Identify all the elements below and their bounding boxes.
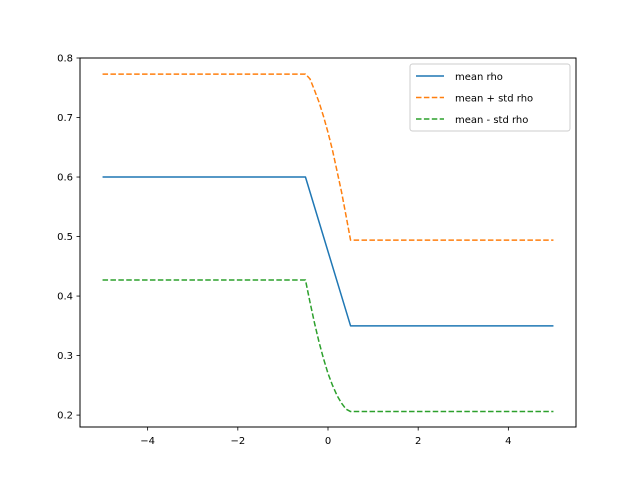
x-tick-label: 0 bbox=[325, 436, 331, 447]
y-tick-label: 0.5 bbox=[57, 232, 73, 243]
legend-label-1: mean rho bbox=[455, 72, 503, 83]
x-tick-label: 4 bbox=[505, 436, 511, 447]
x-tick-label: −4 bbox=[140, 436, 155, 447]
x-tick-label: −2 bbox=[230, 436, 245, 447]
y-tick-label: 0.2 bbox=[57, 411, 73, 422]
legend-label-2: mean + std rho bbox=[455, 94, 533, 105]
legend: mean rho mean + std rho mean - std rho bbox=[409, 63, 571, 132]
series-line-1 bbox=[102, 176, 554, 327]
y-tick-label: 0.6 bbox=[57, 173, 73, 184]
series-line-3 bbox=[102, 279, 554, 413]
plot-lines bbox=[102, 73, 554, 413]
legend-label-3: mean - std rho bbox=[455, 115, 528, 126]
legend-box bbox=[409, 63, 571, 132]
y-tick-label: 0.4 bbox=[57, 292, 73, 303]
x-tick-label: 2 bbox=[415, 436, 421, 447]
series-line-2 bbox=[102, 73, 554, 241]
y-tick-label: 0.3 bbox=[57, 351, 73, 362]
x-axis: −4 −2 0 2 4 bbox=[140, 427, 512, 447]
y-tick-label: 0.7 bbox=[57, 113, 73, 124]
y-tick-label: 0.8 bbox=[57, 54, 73, 65]
y-axis: 0.2 0.3 0.4 0.5 0.6 0.7 0.8 bbox=[57, 54, 80, 422]
